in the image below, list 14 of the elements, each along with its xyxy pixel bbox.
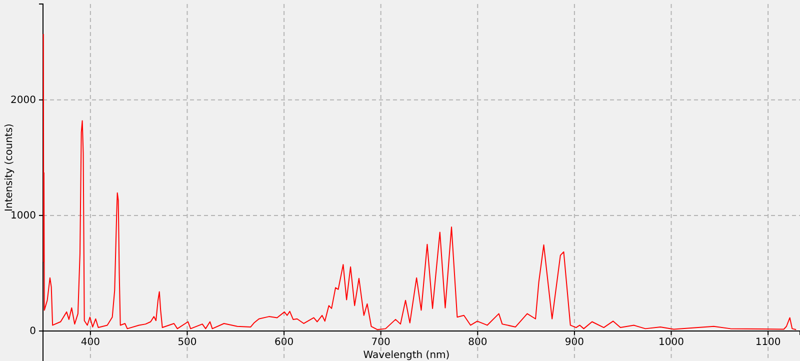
x-tick-label: 400 bbox=[80, 337, 100, 348]
x-tick-label: 1100 bbox=[755, 337, 781, 348]
x-tick-label: 900 bbox=[564, 337, 584, 348]
y-tick-label: 2000 bbox=[10, 95, 36, 106]
line-series bbox=[42, 34, 797, 330]
x-tick-label: 600 bbox=[274, 337, 294, 348]
y-axis-title: Intensity (counts) bbox=[4, 123, 15, 212]
x-tick-label: 700 bbox=[371, 337, 390, 348]
x-tick-label: 1000 bbox=[658, 337, 684, 348]
x-axis-title: Wavelength (nm) bbox=[363, 350, 450, 361]
y-tick-label: 0 bbox=[30, 326, 36, 338]
y-tick-label: 1000 bbox=[10, 210, 36, 222]
x-tick-label: 500 bbox=[178, 337, 197, 348]
x-tick-label: 800 bbox=[468, 337, 488, 348]
